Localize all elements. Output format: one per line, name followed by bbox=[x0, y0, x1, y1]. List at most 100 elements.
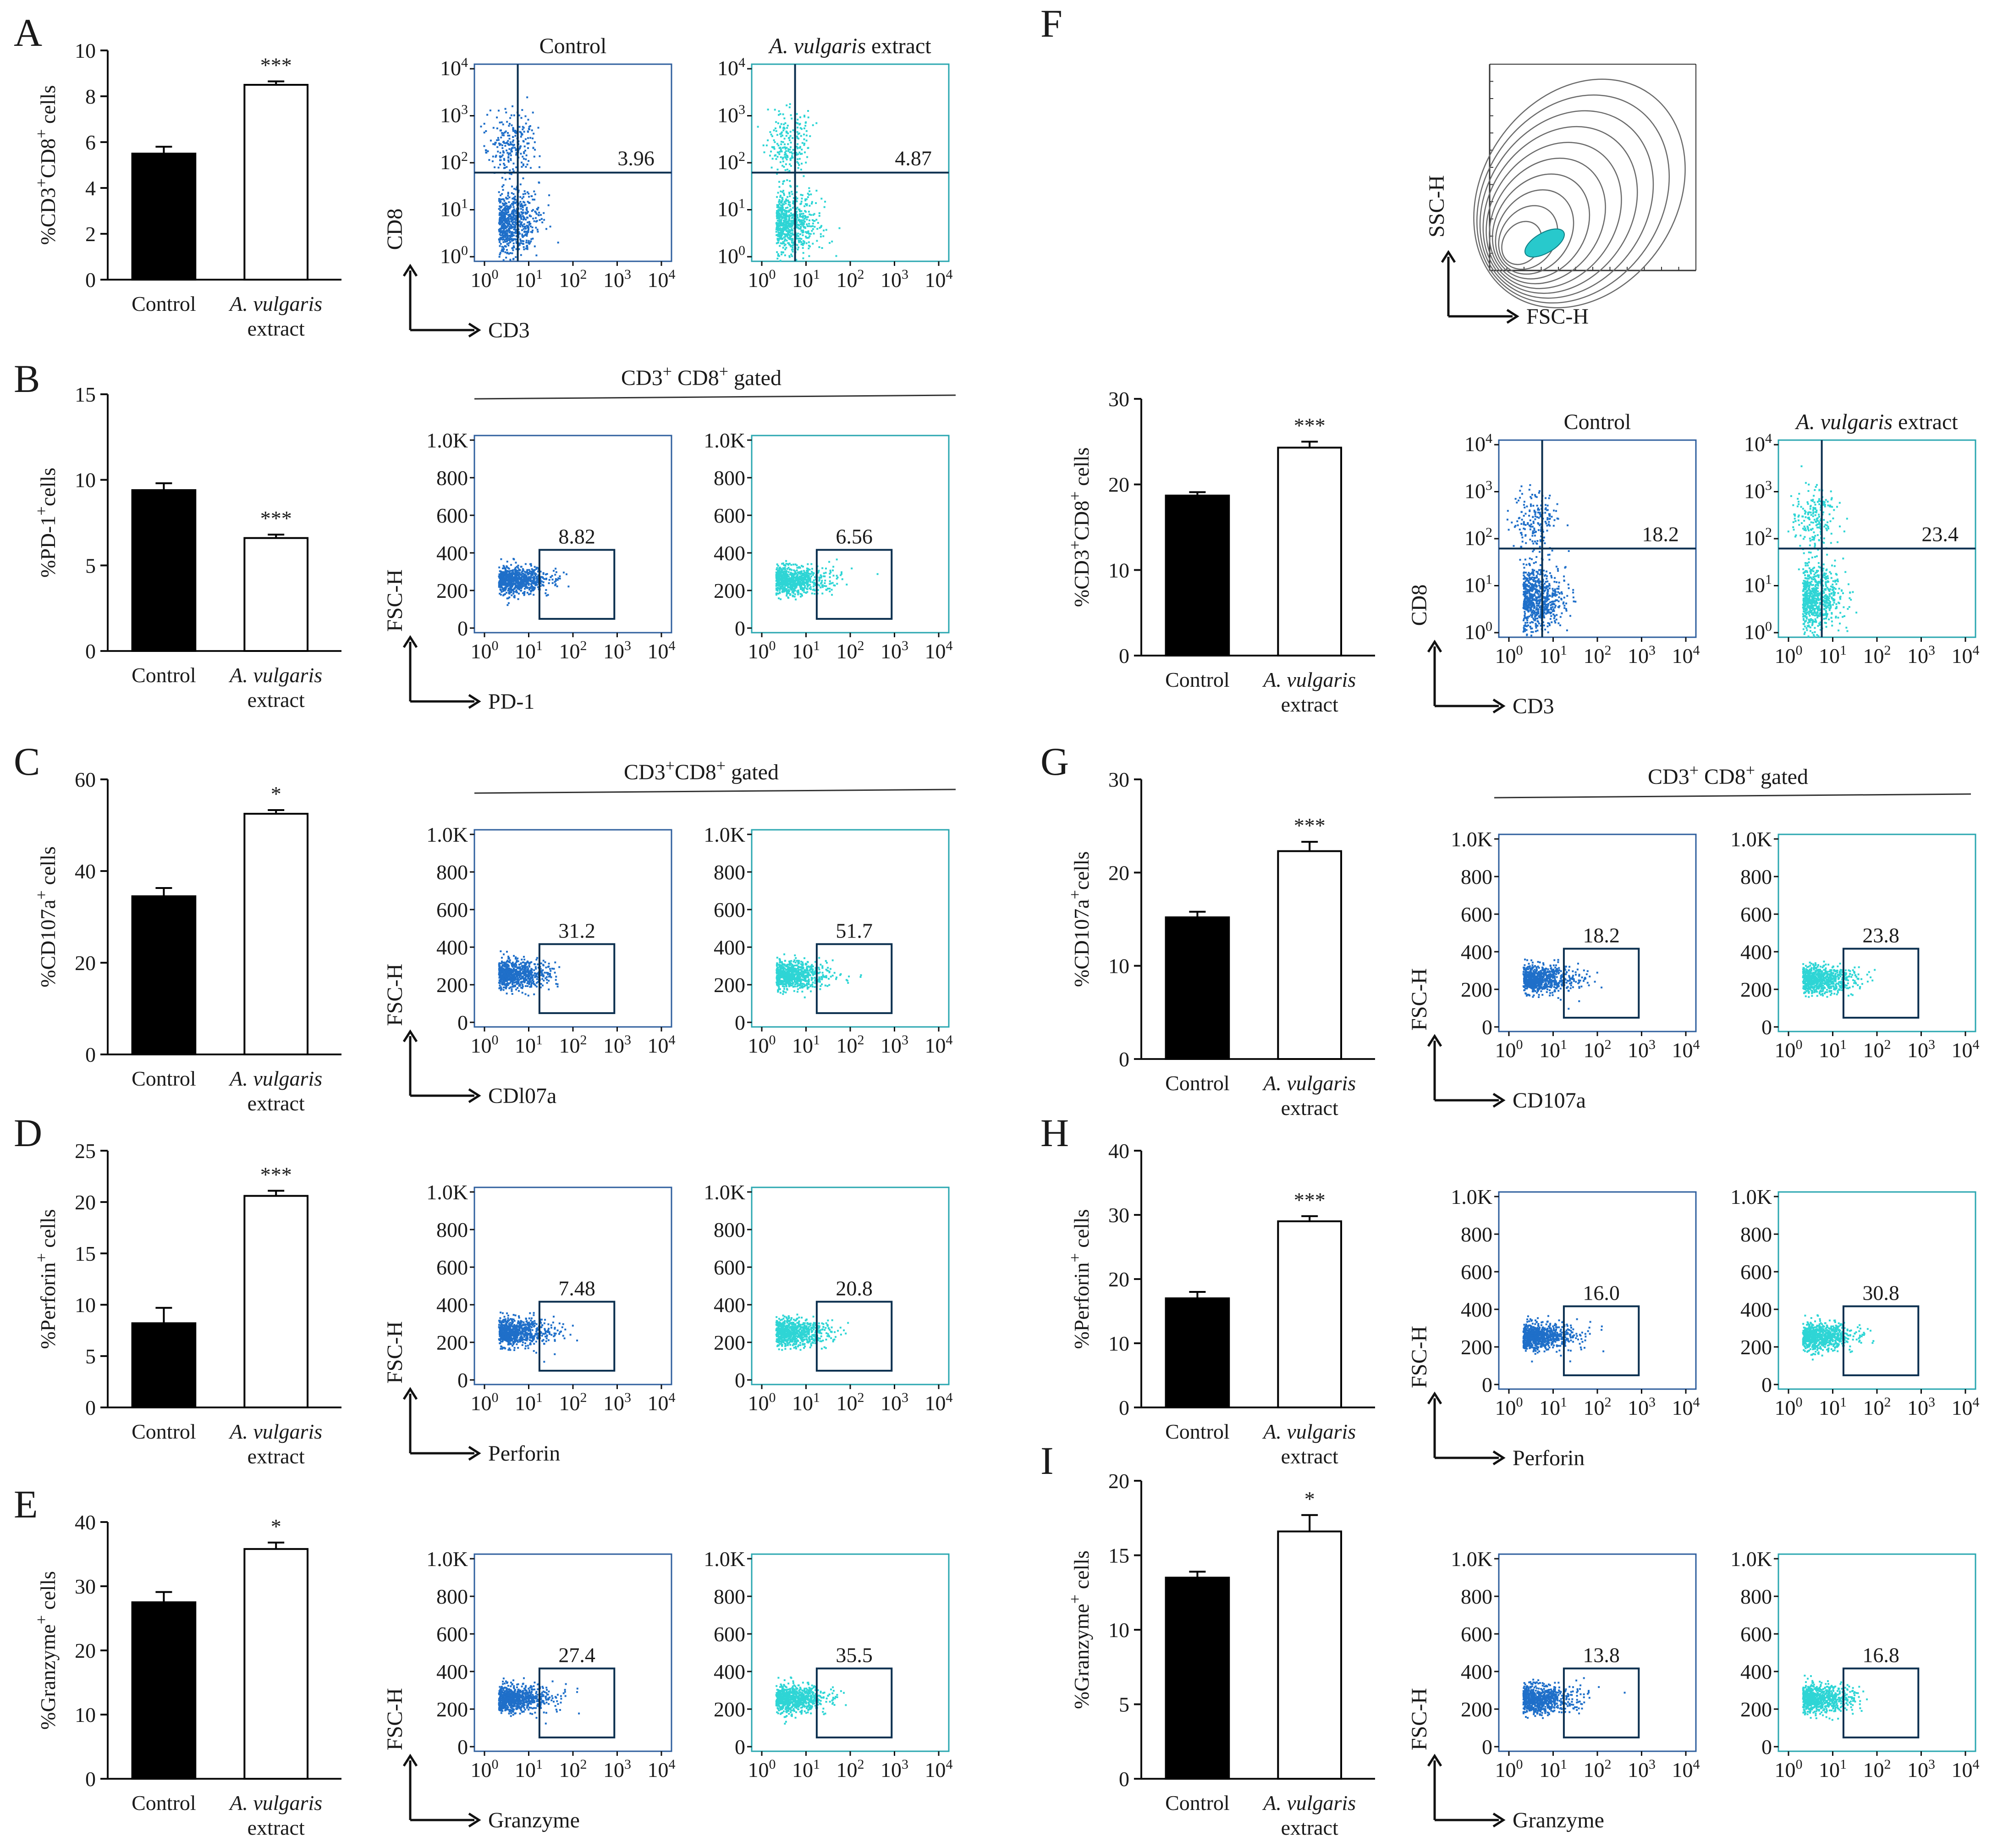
event-dot bbox=[518, 244, 521, 246]
event-dot bbox=[498, 965, 500, 967]
event-dot bbox=[786, 179, 788, 181]
event-dot bbox=[501, 147, 504, 149]
event-dot bbox=[828, 971, 831, 973]
event-dot bbox=[535, 254, 538, 257]
event-dot bbox=[545, 966, 547, 969]
event-dot bbox=[514, 568, 516, 570]
event-dot bbox=[786, 970, 788, 972]
event-dot bbox=[508, 226, 511, 228]
y-tick-label: 0 bbox=[85, 268, 96, 292]
event-dot bbox=[546, 982, 548, 984]
event-dot bbox=[541, 221, 544, 224]
event-dot bbox=[506, 252, 508, 254]
event-dot bbox=[504, 972, 506, 974]
event-dot bbox=[809, 245, 811, 248]
event-dot bbox=[801, 595, 803, 597]
tick-exponent: 4 bbox=[946, 267, 953, 282]
event-dot bbox=[517, 960, 519, 962]
event-dot bbox=[554, 971, 556, 974]
event-dot bbox=[514, 977, 517, 979]
label-part: cells bbox=[36, 85, 60, 129]
event-dot bbox=[791, 248, 793, 251]
event-dot bbox=[785, 560, 787, 562]
event-dot bbox=[795, 259, 798, 261]
event-dot bbox=[503, 163, 505, 165]
tick-base: 10 bbox=[440, 104, 461, 127]
event-dot bbox=[522, 243, 524, 245]
event-dot bbox=[551, 575, 553, 577]
event-dot bbox=[540, 974, 543, 976]
event-dot bbox=[518, 231, 520, 233]
event-dot bbox=[526, 191, 528, 193]
event-dot bbox=[518, 572, 521, 574]
event-dot bbox=[796, 131, 798, 133]
event-dot bbox=[784, 568, 787, 571]
event-dot bbox=[532, 978, 534, 981]
event-dot bbox=[500, 199, 502, 200]
event-dot bbox=[776, 212, 778, 215]
event-dot bbox=[509, 581, 512, 584]
event-dot bbox=[496, 146, 499, 148]
event-dot bbox=[512, 226, 514, 228]
y-marker-label: FSC-H bbox=[383, 964, 407, 1026]
event-dot bbox=[777, 575, 780, 577]
event-dot bbox=[506, 166, 508, 168]
event-dot bbox=[499, 152, 501, 154]
event-dot bbox=[507, 567, 509, 569]
event-dot bbox=[505, 210, 507, 213]
event-dot bbox=[791, 117, 793, 120]
event-dot bbox=[500, 206, 502, 209]
event-dot bbox=[508, 242, 510, 244]
event-dot bbox=[506, 121, 508, 123]
event-dot bbox=[535, 975, 537, 977]
event-dot bbox=[509, 959, 511, 961]
event-dot bbox=[507, 132, 509, 134]
event-dot bbox=[503, 580, 506, 582]
event-dot bbox=[782, 227, 784, 230]
event-dot bbox=[504, 221, 506, 223]
event-dot bbox=[527, 119, 529, 121]
event-dot bbox=[513, 228, 515, 231]
event-dot bbox=[782, 568, 785, 570]
event-dot bbox=[806, 968, 809, 970]
event-dot bbox=[811, 571, 813, 573]
event-dot bbox=[555, 976, 557, 978]
event-dot bbox=[503, 962, 506, 965]
sup-plus: + bbox=[32, 178, 50, 188]
event-dot bbox=[796, 215, 798, 217]
tick-exponent: 0 bbox=[769, 267, 776, 282]
event-dot bbox=[777, 570, 780, 572]
event-dot bbox=[523, 216, 525, 218]
event-dot bbox=[810, 225, 812, 227]
sup-plus: + bbox=[32, 506, 50, 515]
event-dot bbox=[528, 142, 530, 144]
event-dot bbox=[814, 590, 816, 591]
event-dot bbox=[533, 581, 535, 583]
event-dot bbox=[499, 984, 501, 987]
event-dot bbox=[551, 579, 554, 581]
event-dot bbox=[821, 592, 824, 595]
event-dot bbox=[512, 128, 514, 131]
event-dot bbox=[813, 582, 815, 585]
event-dot bbox=[809, 233, 812, 235]
event-dot bbox=[775, 154, 777, 156]
event-dot bbox=[507, 140, 509, 142]
event-dot bbox=[800, 585, 803, 587]
event-dot bbox=[510, 235, 512, 237]
event-dot bbox=[501, 225, 503, 227]
event-dot bbox=[501, 981, 503, 983]
event-dot bbox=[508, 215, 511, 218]
event-dot bbox=[770, 150, 772, 153]
event-dot bbox=[500, 980, 502, 982]
event-dot bbox=[807, 237, 809, 239]
event-dot bbox=[794, 961, 797, 964]
event-dot bbox=[791, 581, 792, 584]
label-part: CD3 bbox=[621, 366, 663, 390]
event-dot bbox=[803, 222, 805, 225]
event-dot bbox=[511, 185, 513, 188]
event-dot bbox=[553, 968, 555, 970]
event-dot bbox=[533, 579, 535, 582]
event-dot bbox=[520, 208, 522, 210]
event-dot bbox=[503, 965, 505, 967]
event-dot bbox=[796, 135, 798, 138]
